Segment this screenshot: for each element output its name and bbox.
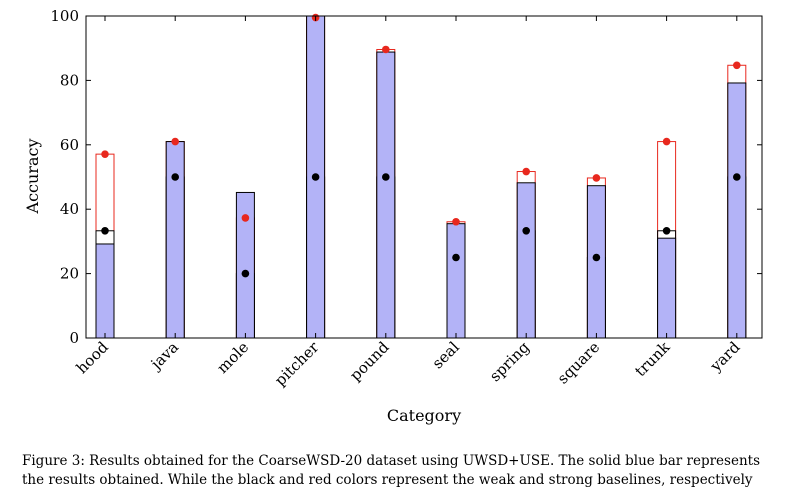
strong-baseline-marker: [382, 45, 390, 54]
x-tick-label: trunk: [631, 337, 674, 380]
strong-baseline-marker: [241, 214, 250, 222]
x-tick-label: seal: [429, 338, 463, 372]
x-tick-label: spring: [486, 338, 533, 385]
y-tick-label: 0: [69, 329, 79, 347]
x-tick-label: mole: [213, 338, 252, 377]
chart-marks: [95, 13, 747, 339]
weak-baseline-marker: [311, 173, 320, 181]
strong-baseline-marker: [733, 61, 741, 70]
x-axis-label: Category: [387, 406, 461, 425]
weak-baseline-marker: [171, 173, 179, 181]
weak-baseline-marker: [662, 226, 671, 235]
result-bar: [446, 223, 466, 339]
x-tick-label: square: [554, 338, 604, 388]
result-bar: [516, 182, 536, 339]
weak-baseline-marker: [522, 226, 530, 235]
weak-baseline-marker: [241, 269, 250, 278]
weak-baseline-marker: [382, 173, 390, 181]
plot-frame: [85, 15, 763, 339]
result-bar: [586, 185, 606, 339]
strong-baseline-marker: [662, 137, 671, 146]
result-bar: [657, 237, 677, 339]
y-tick-label: 100: [50, 7, 79, 25]
y-tick-label: 20: [60, 265, 79, 283]
x-tick-label: pitcher: [271, 338, 323, 390]
result-bar: [727, 82, 747, 339]
y-axis-ticks: 0 20 40 60 80 100: [50, 7, 762, 347]
x-tick-label: java: [146, 338, 182, 374]
strong-baseline-marker: [522, 167, 530, 176]
y-tick-label: 40: [60, 200, 79, 218]
result-bar: [165, 141, 185, 339]
weak-baseline-marker: [101, 226, 109, 235]
result-bar: [95, 243, 115, 339]
figure-caption: Figure 3: Results obtained for the Coars…: [22, 453, 761, 488]
result-bar: [376, 51, 396, 339]
weak-baseline-marker: [592, 253, 601, 262]
y-axis-label: Accuracy: [23, 139, 42, 215]
strong-baseline-marker: [592, 174, 601, 182]
weak-baseline-marker: [452, 253, 460, 262]
y-tick-label: 80: [60, 71, 79, 89]
x-tick-label: pound: [346, 338, 393, 385]
strong-baseline-marker: [101, 150, 109, 158]
weak-baseline-marker: [733, 173, 741, 181]
y-tick-label: 60: [60, 136, 79, 154]
strong-baseline-marker: [171, 137, 179, 146]
x-tick-label: yard: [706, 338, 744, 376]
strong-baseline-marker: [452, 217, 460, 226]
